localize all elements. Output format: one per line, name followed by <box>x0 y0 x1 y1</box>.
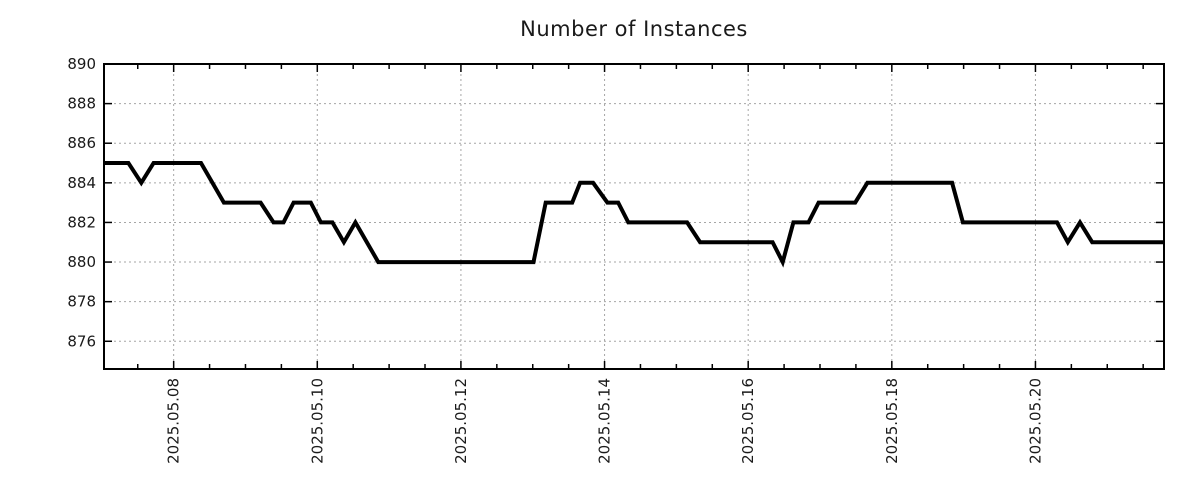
y-tick-label: 882 <box>67 213 96 231</box>
x-tick-label: 2025.05.20 <box>1026 378 1044 464</box>
x-tick-label: 2025.05.12 <box>452 378 470 464</box>
chart-title: Number of Instances <box>520 17 748 41</box>
x-tick-label: 2025.05.08 <box>165 378 183 464</box>
series-line <box>104 161 1164 268</box>
x-tick-label: 2025.05.10 <box>308 378 326 464</box>
y-tick-label: 884 <box>67 174 96 192</box>
y-tick-label: 878 <box>67 293 96 311</box>
plot-border <box>103 63 1165 370</box>
y-tick-label: 880 <box>67 253 96 271</box>
y-tick-label: 888 <box>67 95 96 113</box>
x-tick-label: 2025.05.16 <box>739 378 757 464</box>
y-tick-label: 876 <box>67 332 96 350</box>
y-tick-label: 890 <box>67 55 96 73</box>
x-tick-label: 2025.05.18 <box>883 378 901 464</box>
y-tick-label: 886 <box>67 134 96 152</box>
x-tick-label: 2025.05.14 <box>596 378 614 464</box>
